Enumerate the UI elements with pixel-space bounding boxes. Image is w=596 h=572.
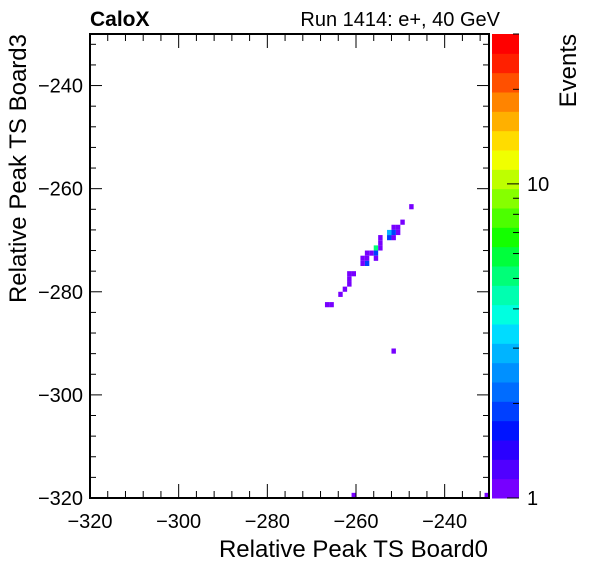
heatmap-bin-11 (373, 245, 379, 251)
heatmap-bin-26 (338, 291, 343, 297)
y-tick-label: −300 (38, 385, 83, 407)
x-axis-label: Relative Peak TS Board0 (219, 536, 488, 563)
colorbar-segment (492, 478, 519, 499)
colorbar-segment (492, 111, 519, 132)
heatmap-bin-13 (369, 250, 374, 256)
colorbar-segment (492, 420, 519, 441)
colorbar-segment (492, 227, 519, 248)
heatmap-bin-27 (324, 302, 330, 308)
y-axis: −320 −300 −280 −260 −240 (38, 43, 489, 510)
y-tick-label: −260 (38, 179, 83, 201)
heatmap-bin-28 (329, 302, 334, 308)
heatmap-bin-4 (387, 229, 392, 236)
x-tick-label: −320 (67, 511, 112, 533)
heatmap-bin-3 (391, 224, 396, 230)
brand-label: CaloX (90, 8, 150, 31)
colorbar-segment (492, 440, 519, 460)
x-tick-label: −240 (422, 511, 467, 533)
colorbar-segment (492, 208, 519, 228)
run-label: Run 1414: e+, 40 GeV (300, 9, 500, 31)
heatmap-bin-2 (395, 224, 401, 230)
colorbar-segment (492, 92, 519, 112)
heatmap-bin-16 (364, 255, 370, 261)
colorbar-segment (492, 343, 519, 364)
x-tick-label: −280 (245, 511, 290, 533)
colorbar-segment (492, 382, 519, 402)
heatmap-bin-21 (351, 271, 356, 277)
heatmap-bin-18 (360, 255, 365, 261)
heatmap-bin-10 (378, 240, 383, 246)
colorbar-tick-label: 10 (527, 174, 549, 196)
heatmap-bin-20 (360, 260, 365, 266)
colorbar-segment (492, 34, 519, 54)
colorbar-segment (492, 53, 519, 74)
heatmap-bin-22 (347, 271, 352, 277)
plot-frame (89, 33, 490, 499)
colorbar-segment (492, 459, 519, 480)
colorbar-segment (492, 72, 519, 93)
heatmap-bin-5 (391, 229, 396, 236)
heatmap-bin-25 (342, 286, 348, 292)
y-tick-label: −240 (38, 76, 83, 98)
heatmap-bin-12 (378, 245, 383, 251)
heatmap-bin-24 (347, 281, 352, 287)
colorbar-segment (492, 150, 519, 170)
colorbar-tick-label: 1 (527, 488, 538, 510)
colorbar-segment (492, 285, 519, 306)
x-axis: −320 −300 −280 −260 −240 (67, 34, 481, 533)
heatmap-bin-31 (484, 492, 489, 498)
heatmap-bin-0 (409, 204, 414, 210)
heatmap-bin-7 (387, 235, 392, 241)
heatmap-bin-8 (391, 235, 396, 241)
y-tick-label: −320 (38, 488, 83, 510)
colorbar-segment (492, 324, 519, 344)
x-tick-label: −260 (333, 511, 378, 533)
y-axis-label: Relative Peak TS Board3 (5, 34, 32, 303)
heatmap-bin-6 (395, 229, 401, 236)
y-tick-label: −280 (38, 282, 83, 304)
colorbar-segment (492, 246, 519, 267)
heatmap-bin-14 (373, 250, 379, 256)
heatmap-bin-15 (364, 250, 370, 256)
heatmap-bin-29 (391, 348, 396, 354)
colorbar-segment (492, 130, 519, 151)
colorbar-label: Events (555, 34, 582, 107)
colorbar (492, 34, 519, 499)
colorbar-segment (492, 304, 519, 325)
colorbar-segment (492, 401, 519, 422)
bins-layer (324, 204, 489, 498)
x-tick-label: −300 (156, 511, 201, 533)
heatmap-bin-9 (378, 235, 383, 241)
colorbar-segment (492, 266, 519, 286)
heatmap-bin-23 (347, 276, 352, 282)
colorbar-segment (492, 169, 519, 190)
colorbar-segment (492, 362, 519, 383)
heatmap-bin-19 (364, 260, 370, 266)
colorbar-segment (492, 188, 519, 209)
heatmap-bin-1 (400, 219, 405, 225)
colorbar-axis: 1 10 (507, 33, 549, 510)
heatmap-bin-30 (351, 492, 356, 498)
heatmap-bin-17 (373, 255, 379, 261)
